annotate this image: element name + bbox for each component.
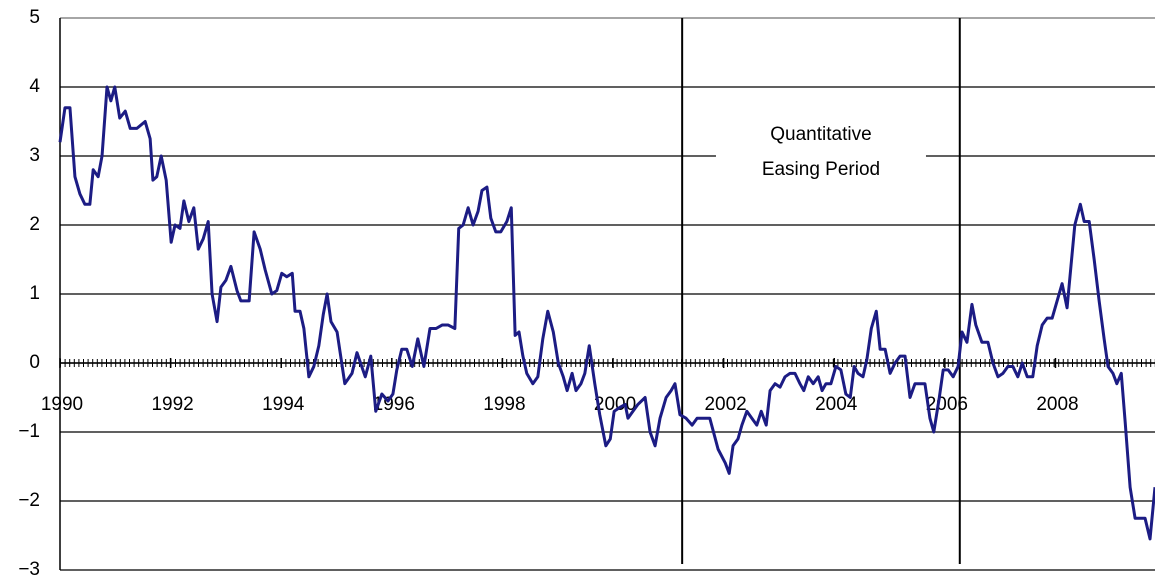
y-tick-label: 4	[29, 76, 40, 97]
y-tick-label: 3	[29, 145, 40, 166]
x-tick-label: 2002	[704, 394, 746, 415]
y-tick-label: 2	[29, 214, 40, 235]
y-tick-label: 5	[29, 7, 40, 28]
annotation: Quantitative	[770, 124, 871, 145]
x-tick-label: 2008	[1036, 394, 1078, 415]
x-tick-label: 1992	[151, 394, 193, 415]
y-tick-label: 1	[29, 283, 40, 304]
x-tick-label: 1994	[262, 394, 305, 415]
annotation: Easing Period	[762, 159, 880, 180]
x-tick-label: 1996	[373, 394, 415, 415]
annotation-background	[715, 118, 926, 186]
y-tick-label: −1	[18, 421, 40, 442]
x-tick-label: 1998	[483, 394, 525, 415]
x-tick-label: 1990	[41, 394, 83, 415]
x-tick-label: 2004	[815, 394, 858, 415]
y-tick-label: 0	[29, 352, 40, 373]
y-tick-label: −3	[18, 559, 40, 580]
x-tick-label: 2006	[926, 394, 968, 415]
data-line	[58, 85, 1155, 541]
y-tick-label: −2	[18, 490, 40, 511]
